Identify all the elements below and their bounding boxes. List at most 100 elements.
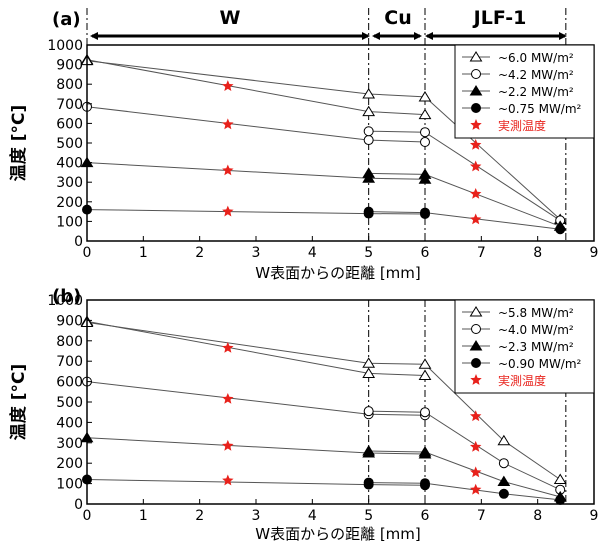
x-tick-label: 5 — [364, 245, 373, 261]
data-point — [497, 475, 511, 487]
measured-point — [222, 392, 234, 404]
legend-marker — [469, 340, 483, 351]
legend-marker — [469, 306, 483, 317]
data-point — [418, 446, 432, 457]
tick-layer: 0 1 2 3 4 5 6 7 8 9010020030040050060070080090010… — [47, 38, 598, 261]
x-axis-label: W表面からの距離 [mm] — [255, 264, 421, 282]
legend-label: ~0.75 MW/m² — [498, 102, 582, 116]
measured-point — [222, 439, 234, 451]
legend-marker — [469, 51, 483, 62]
x-tick-label: 4 — [308, 508, 317, 524]
data-point — [498, 488, 509, 499]
region-label-w: W — [220, 7, 241, 29]
region-label-jlf1: JLF-1 — [472, 7, 527, 29]
data-point — [418, 168, 432, 179]
measured-point — [222, 205, 234, 217]
legend-marker — [471, 69, 481, 79]
panel-label: (a) — [52, 9, 81, 30]
y-tick-label: 200 — [56, 195, 83, 211]
y-tick-label: 800 — [56, 77, 83, 93]
x-tick-label: 7 — [477, 245, 486, 261]
y-tick-label: 900 — [56, 58, 83, 74]
legend-label: ~2.2 MW/m² — [498, 85, 574, 99]
data-point — [362, 105, 376, 117]
x-tick-label: 5 — [364, 508, 373, 524]
y-tick-label: 100 — [56, 477, 83, 493]
series-line — [368, 482, 561, 501]
data-point — [420, 407, 430, 418]
measured-point — [469, 440, 482, 452]
y-tick-label: 400 — [56, 156, 83, 172]
data-point — [363, 126, 374, 137]
data-point — [363, 477, 374, 488]
measured-point — [222, 118, 234, 130]
y-tick-label: 500 — [56, 395, 83, 411]
legend-marker — [470, 119, 482, 130]
data-point — [420, 137, 430, 148]
panel-b: (b) 0 1 2 3 4 5 6 7 8 901002003004005006007008009… — [8, 286, 598, 543]
data-point — [420, 127, 430, 138]
legend: ~5.8 MW/m² ~4.0 MW/m² ~2.3 MW/m² ~0.90 MW/m… — [454, 299, 595, 394]
data-point — [420, 207, 430, 218]
legend-marker — [471, 103, 481, 113]
x-tick-label: 8 — [533, 245, 542, 261]
measured-point — [469, 466, 482, 478]
legend-label: ~2.3 MW/m² — [498, 340, 574, 354]
x-tick-label: 8 — [533, 508, 542, 524]
data-point — [420, 478, 430, 489]
legend-marker — [471, 324, 481, 334]
series-line — [368, 130, 561, 221]
y-tick-label: 300 — [56, 436, 83, 452]
legend-label: 実測温度 — [498, 373, 546, 388]
x-tick-label: 3 — [252, 508, 261, 524]
x-tick-label: 2 — [195, 245, 204, 261]
region-label-cu: Cu — [384, 7, 411, 29]
data-point — [418, 108, 432, 120]
series-layer — [80, 315, 567, 505]
legend-marker — [469, 85, 483, 96]
series-line — [86, 60, 561, 220]
x-tick-label: 2 — [195, 508, 204, 524]
y-tick-label: 1000 — [47, 38, 83, 54]
y-tick-label: 0 — [74, 497, 83, 513]
y-tick-label: 700 — [56, 354, 83, 370]
data-point — [498, 458, 509, 469]
data-point — [363, 135, 374, 146]
legend: ~6.0 MW/m² ~4.2 MW/m² ~2.2 MW/m² ~0.75 MW/m… — [454, 44, 595, 139]
legend-marker — [470, 374, 482, 385]
tick-layer: 0 1 2 3 4 5 6 7 8 9010020030040050060070080090010… — [47, 293, 598, 524]
y-tick-label: 400 — [56, 415, 83, 431]
x-tick-label: 9 — [590, 508, 599, 524]
measured-point — [469, 213, 482, 225]
panel-a: (a) W Cu JLF-1 0 1 2 3 4 5 6 7 8 9010020030040050… — [8, 7, 598, 282]
y-axis-label: 温度 [°C] — [8, 105, 29, 181]
data-point — [555, 494, 566, 505]
x-tick-label: 4 — [308, 245, 317, 261]
x-tick-label: 3 — [252, 245, 261, 261]
y-tick-label: 200 — [56, 456, 83, 472]
data-point — [362, 167, 376, 178]
data-point — [362, 445, 376, 456]
y-tick-label: 300 — [56, 175, 83, 191]
y-tick-label: 600 — [56, 116, 83, 132]
legend-marker — [471, 358, 481, 368]
measured-point — [469, 187, 482, 199]
measured-point — [222, 341, 234, 353]
measured-point — [222, 80, 234, 92]
measured-point — [222, 474, 234, 486]
data-point — [362, 367, 376, 378]
data-point — [363, 206, 374, 217]
data-point — [497, 434, 511, 446]
x-tick-label: 0 — [83, 508, 92, 524]
measured-point — [222, 164, 234, 176]
series-line — [86, 59, 426, 116]
legend-label: ~5.8 MW/m² — [498, 306, 574, 320]
legend-label: ~4.2 MW/m² — [498, 68, 574, 82]
y-tick-label: 1000 — [47, 293, 83, 309]
x-tick-label: 1 — [139, 508, 148, 524]
y-tick-label: 900 — [56, 313, 83, 329]
y-tick-label: 0 — [74, 234, 83, 250]
measured-point — [469, 138, 482, 150]
data-point — [362, 88, 376, 99]
x-tick-label: 0 — [83, 245, 92, 261]
